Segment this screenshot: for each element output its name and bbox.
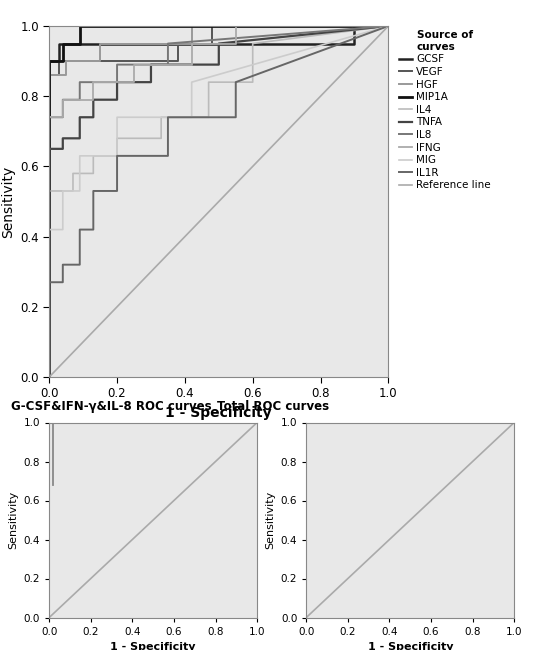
- X-axis label: 1 - Specificity: 1 - Specificity: [166, 406, 272, 420]
- Y-axis label: Sensitivity: Sensitivity: [265, 491, 275, 549]
- Text: G-CSF&IFN-γ&IL-8 ROC curves: G-CSF&IFN-γ&IL-8 ROC curves: [11, 400, 212, 413]
- Text: Total ROC curves: Total ROC curves: [218, 400, 329, 413]
- Y-axis label: Sensitivity: Sensitivity: [1, 165, 15, 238]
- X-axis label: 1 - Specificity: 1 - Specificity: [368, 642, 453, 650]
- Y-axis label: Sensitivity: Sensitivity: [8, 491, 18, 549]
- Legend: GCSF, VEGF, HGF, MIP1A, IL4, TNFA, IL8, IFNG, MIG, IL1R, Reference line: GCSF, VEGF, HGF, MIP1A, IL4, TNFA, IL8, …: [395, 26, 495, 194]
- X-axis label: 1 - Specificity: 1 - Specificity: [110, 642, 196, 650]
